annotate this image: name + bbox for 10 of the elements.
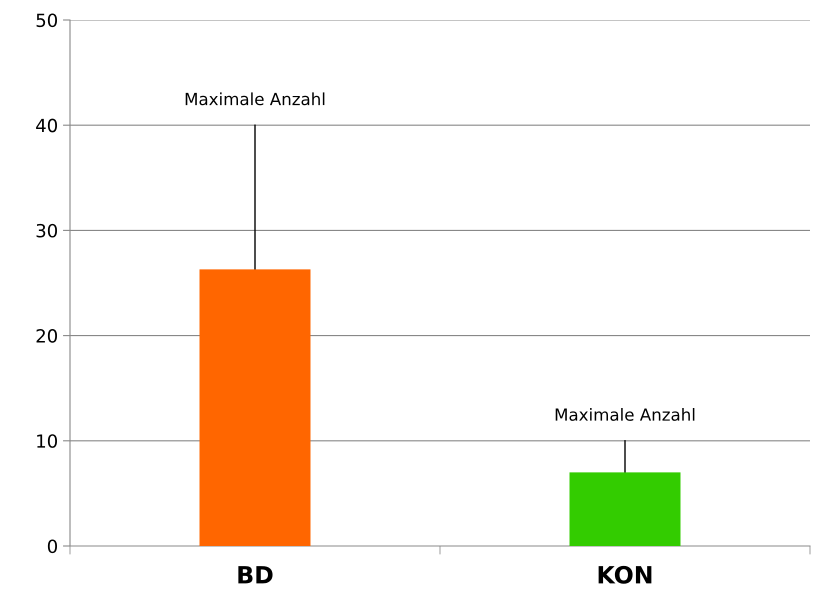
y-tick-label: 20 <box>36 329 57 343</box>
annotation: Maximale Anzahl <box>186 92 324 106</box>
y-tick-label: 10 <box>37 434 57 448</box>
y-tick-label: 50 <box>36 13 57 28</box>
y-tick-label: 0 <box>48 539 57 554</box>
x-tick-label: KON <box>598 566 652 584</box>
y-tick-label: 40 <box>36 118 57 132</box>
x-tick-label: BD <box>238 566 273 584</box>
annotation: Maximale Anzahl <box>556 408 694 421</box>
y-tick-label: 30 <box>36 224 57 238</box>
